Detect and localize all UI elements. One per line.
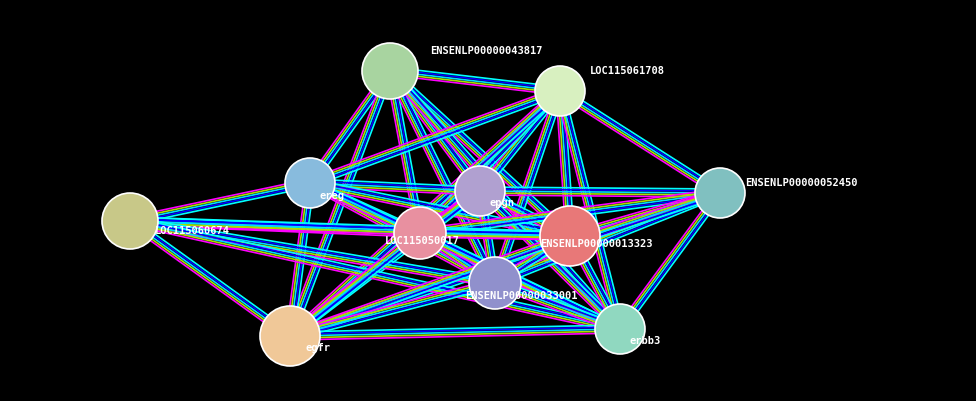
Circle shape <box>102 193 158 249</box>
Text: LOC115061708: LOC115061708 <box>590 66 665 76</box>
Circle shape <box>595 304 645 354</box>
Circle shape <box>535 66 585 116</box>
Text: epgn: epgn <box>490 198 515 208</box>
Text: LOC115050017: LOC115050017 <box>385 236 460 246</box>
Text: ENSENLP00000043817: ENSENLP00000043817 <box>430 46 543 56</box>
Circle shape <box>362 43 418 99</box>
Text: erbb3: erbb3 <box>630 336 662 346</box>
Text: ENSENLP00000052450: ENSENLP00000052450 <box>745 178 858 188</box>
Text: LOC115060674: LOC115060674 <box>155 226 230 236</box>
Text: ereg: ereg <box>320 191 345 201</box>
Text: ENSENLP00000033001: ENSENLP00000033001 <box>465 291 578 301</box>
Circle shape <box>260 306 320 366</box>
Circle shape <box>285 158 335 208</box>
Circle shape <box>469 257 521 309</box>
Circle shape <box>394 207 446 259</box>
Text: egfr: egfr <box>305 343 330 353</box>
Circle shape <box>455 166 505 216</box>
Circle shape <box>695 168 745 218</box>
Text: ENSENLP00000013323: ENSENLP00000013323 <box>540 239 653 249</box>
Circle shape <box>540 206 600 266</box>
